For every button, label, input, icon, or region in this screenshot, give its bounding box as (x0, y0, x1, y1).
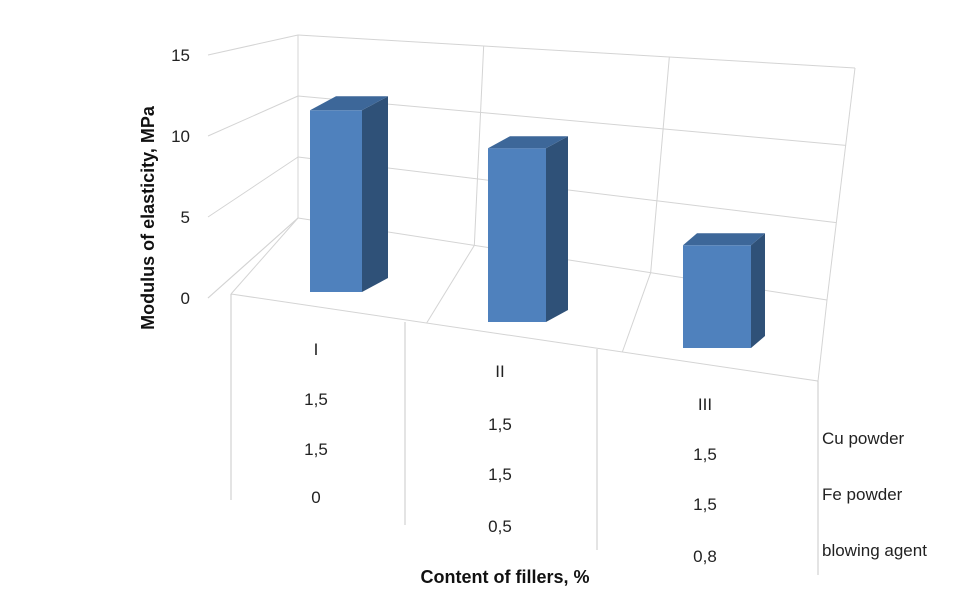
table-cell: 1,5 (304, 390, 328, 409)
table-row-label: Cu powder (822, 429, 905, 448)
bar-III (683, 233, 765, 348)
bars (310, 96, 765, 348)
gridline-back (297, 34, 856, 69)
gridline-side (207, 34, 299, 56)
category-label: II (495, 362, 504, 381)
bar-II (488, 136, 568, 322)
y-axis-title: Modulus of elasticity, MPa (138, 105, 158, 330)
bar-front (488, 148, 546, 322)
data-table-lines (230, 294, 819, 575)
category-label: III (698, 395, 712, 414)
y-tick-label: 5 (181, 208, 190, 227)
bar-front (683, 245, 751, 348)
bar-I (310, 96, 388, 292)
gridline-vertical (826, 67, 856, 301)
table-cell: 0 (311, 488, 320, 507)
y-tick-label: 0 (181, 289, 190, 308)
gridline-back (297, 95, 846, 146)
labels: 051015IIIIII1,51,51,51,51,51,500,50,8Cu … (171, 46, 927, 566)
y-tick-label: 15 (171, 46, 190, 65)
bar-top (310, 96, 388, 111)
bar-side (362, 96, 388, 292)
y-tick-label: 10 (171, 127, 190, 146)
x-axis-title: Content of fillers, % (420, 567, 589, 587)
table-cell: 1,5 (304, 440, 328, 459)
bar-top (683, 233, 765, 246)
gridline-side (207, 95, 299, 137)
gridline-side (207, 156, 299, 218)
table-cell: 0,8 (693, 547, 717, 566)
floor-divider (426, 245, 475, 324)
gridline-vertical (473, 45, 485, 246)
table-cell: 1,5 (693, 445, 717, 464)
bar-front (310, 110, 362, 292)
bar-side (751, 233, 765, 348)
table-cell: 1,5 (693, 495, 717, 514)
bar-side (546, 136, 568, 322)
bar-top (488, 136, 568, 149)
table-cell: 0,5 (488, 517, 512, 536)
table-cell: 1,5 (488, 465, 512, 484)
category-label: I (314, 340, 319, 359)
floor-edge (230, 217, 299, 295)
table-row-label: blowing agent (822, 541, 927, 560)
table-cell: 1,5 (488, 415, 512, 434)
floor-divider (621, 272, 652, 353)
floor-edge (207, 217, 299, 299)
gridline-vertical (650, 56, 670, 273)
table-row-label: Fe powder (822, 485, 903, 504)
